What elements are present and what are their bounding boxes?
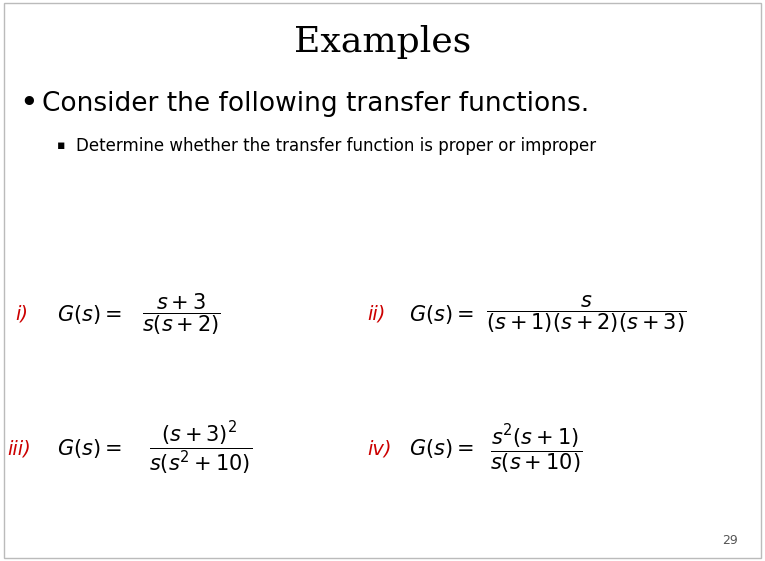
Text: Examples: Examples — [294, 25, 471, 59]
Text: iii): iii) — [8, 439, 31, 458]
Text: $G(s) =$: $G(s) =$ — [409, 438, 474, 460]
Text: $\dfrac{s^2(s+1)}{s(s+10)}$: $\dfrac{s^2(s+1)}{s(s+10)}$ — [490, 422, 582, 476]
Text: Consider the following transfer functions.: Consider the following transfer function… — [42, 91, 589, 117]
Text: 29: 29 — [722, 534, 738, 547]
Text: $G(s) =$: $G(s) =$ — [57, 438, 122, 460]
Text: i): i) — [15, 305, 28, 324]
Text: $\dfrac{(s+3)^2}{s(s^2+10)}$: $\dfrac{(s+3)^2}{s(s^2+10)}$ — [149, 420, 252, 477]
Text: iv): iv) — [367, 439, 392, 458]
Text: ii): ii) — [367, 305, 386, 324]
Text: •: • — [19, 88, 38, 119]
Text: $G(s) =$: $G(s) =$ — [409, 303, 474, 325]
Text: $\dfrac{s+3}{s(s+2)}$: $\dfrac{s+3}{s(s+2)}$ — [142, 291, 220, 337]
Text: $G(s) =$: $G(s) =$ — [57, 303, 122, 325]
Text: $\dfrac{s}{(s+1)(s+2)(s+3)}$: $\dfrac{s}{(s+1)(s+2)(s+3)}$ — [486, 293, 686, 335]
Text: ▪: ▪ — [57, 139, 66, 153]
Text: Determine whether the transfer function is proper or improper: Determine whether the transfer function … — [76, 137, 597, 155]
